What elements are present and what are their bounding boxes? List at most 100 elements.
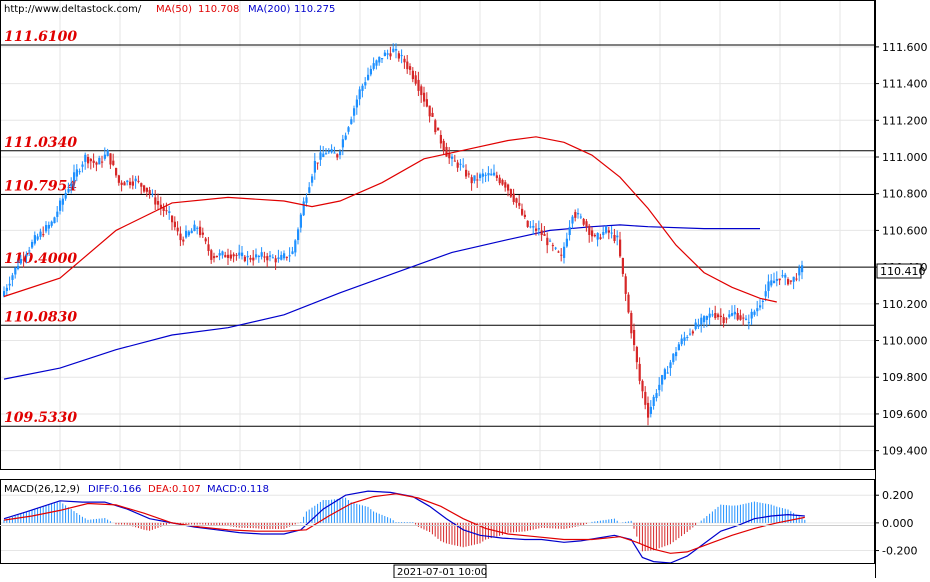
candle-body <box>207 244 210 251</box>
candle-body <box>798 267 801 276</box>
candle-body <box>168 211 171 213</box>
candlesticks <box>3 43 804 426</box>
candle-body <box>280 254 283 260</box>
macd-tick-label: 0.200 <box>882 489 914 502</box>
candle-body <box>731 313 734 316</box>
candle-body <box>470 177 473 184</box>
candle-body <box>739 315 742 320</box>
candle-body <box>182 239 185 242</box>
candle-body <box>196 227 199 229</box>
candle-body <box>95 162 98 165</box>
candle-body <box>78 171 81 173</box>
candle-body <box>789 280 792 282</box>
y-tick-label: 109.600 <box>882 408 928 421</box>
candle-body <box>185 230 188 238</box>
candle-body <box>277 257 280 260</box>
candle-body <box>28 250 31 252</box>
candle-body <box>297 229 300 241</box>
candle-body <box>630 313 633 334</box>
candle-body <box>294 240 297 253</box>
candle-body <box>753 311 756 315</box>
candle-body <box>344 135 347 140</box>
candle-body <box>81 164 84 167</box>
candle-body <box>355 99 358 108</box>
candle-body <box>179 233 182 241</box>
level-label: 109.5330 <box>4 410 77 426</box>
candle-body <box>759 305 762 308</box>
candle-body <box>795 278 798 280</box>
candle-body <box>330 149 333 153</box>
candle-body <box>101 161 104 163</box>
candle-body <box>599 237 602 239</box>
candle-body <box>417 79 420 91</box>
candle-body <box>756 308 759 312</box>
candle-body <box>535 228 538 231</box>
price-panel-frame <box>0 0 875 470</box>
candle-body <box>123 182 126 186</box>
candle-body <box>546 237 549 246</box>
candle-body <box>456 162 459 168</box>
candle-body <box>11 275 14 280</box>
candle-body <box>165 210 168 212</box>
y-tick-label: 110.800 <box>882 188 928 201</box>
candle-body <box>529 226 532 228</box>
candle-body <box>316 162 319 164</box>
candle-body <box>126 180 129 183</box>
candle-body <box>302 201 305 216</box>
candle-body <box>129 181 132 186</box>
candle-body <box>666 372 669 374</box>
candle-body <box>532 225 535 228</box>
candle-body <box>652 396 655 406</box>
macd-grid <box>0 494 874 552</box>
candle-body <box>271 257 274 259</box>
candle-body <box>543 234 546 236</box>
candle-body <box>42 234 45 236</box>
candle-body <box>703 316 706 323</box>
current-price: 110.410 <box>880 265 926 278</box>
candle-body <box>339 151 342 156</box>
candle-body <box>117 175 120 183</box>
candle-body <box>313 160 316 173</box>
candle-body <box>143 185 146 192</box>
candle-body <box>266 256 269 261</box>
candle-body <box>577 212 580 215</box>
site-url: http://www.deltastock.com/ <box>4 4 142 15</box>
candle-body <box>557 251 560 253</box>
candle-body <box>109 153 112 165</box>
candle-body <box>193 224 196 232</box>
candle-body <box>700 317 703 325</box>
candle-body <box>635 346 638 363</box>
candle-body <box>467 173 470 175</box>
level-label: 111.0340 <box>4 135 77 151</box>
macd-tick-label: 0.000 <box>882 517 914 530</box>
candle-body <box>358 89 361 100</box>
macd-value: MACD:0.118 <box>207 484 269 495</box>
candle-body <box>697 324 700 327</box>
candle-body <box>148 190 151 195</box>
candle-body <box>591 230 594 237</box>
candle-body <box>67 188 70 193</box>
candle-body <box>582 218 585 225</box>
candle-body <box>204 238 207 242</box>
candle-body <box>761 300 764 302</box>
candle-body <box>33 235 36 244</box>
candle-body <box>481 173 484 177</box>
candle-body <box>215 255 218 258</box>
current-price-box <box>876 263 922 279</box>
candle-body <box>218 253 221 256</box>
candle-body <box>672 353 675 363</box>
candle-body <box>487 173 490 176</box>
candle-body <box>61 198 64 205</box>
candle-body <box>792 276 795 282</box>
candle-body <box>742 317 745 319</box>
candle-body <box>675 352 678 357</box>
candle-body <box>322 153 325 157</box>
candle-body <box>563 246 566 258</box>
candle-body <box>521 208 524 215</box>
ma50-label: MA(50) <box>156 4 192 15</box>
candle-body <box>602 231 605 235</box>
candle-body <box>372 63 375 69</box>
candle-body <box>369 68 372 75</box>
candle-body <box>691 331 694 334</box>
